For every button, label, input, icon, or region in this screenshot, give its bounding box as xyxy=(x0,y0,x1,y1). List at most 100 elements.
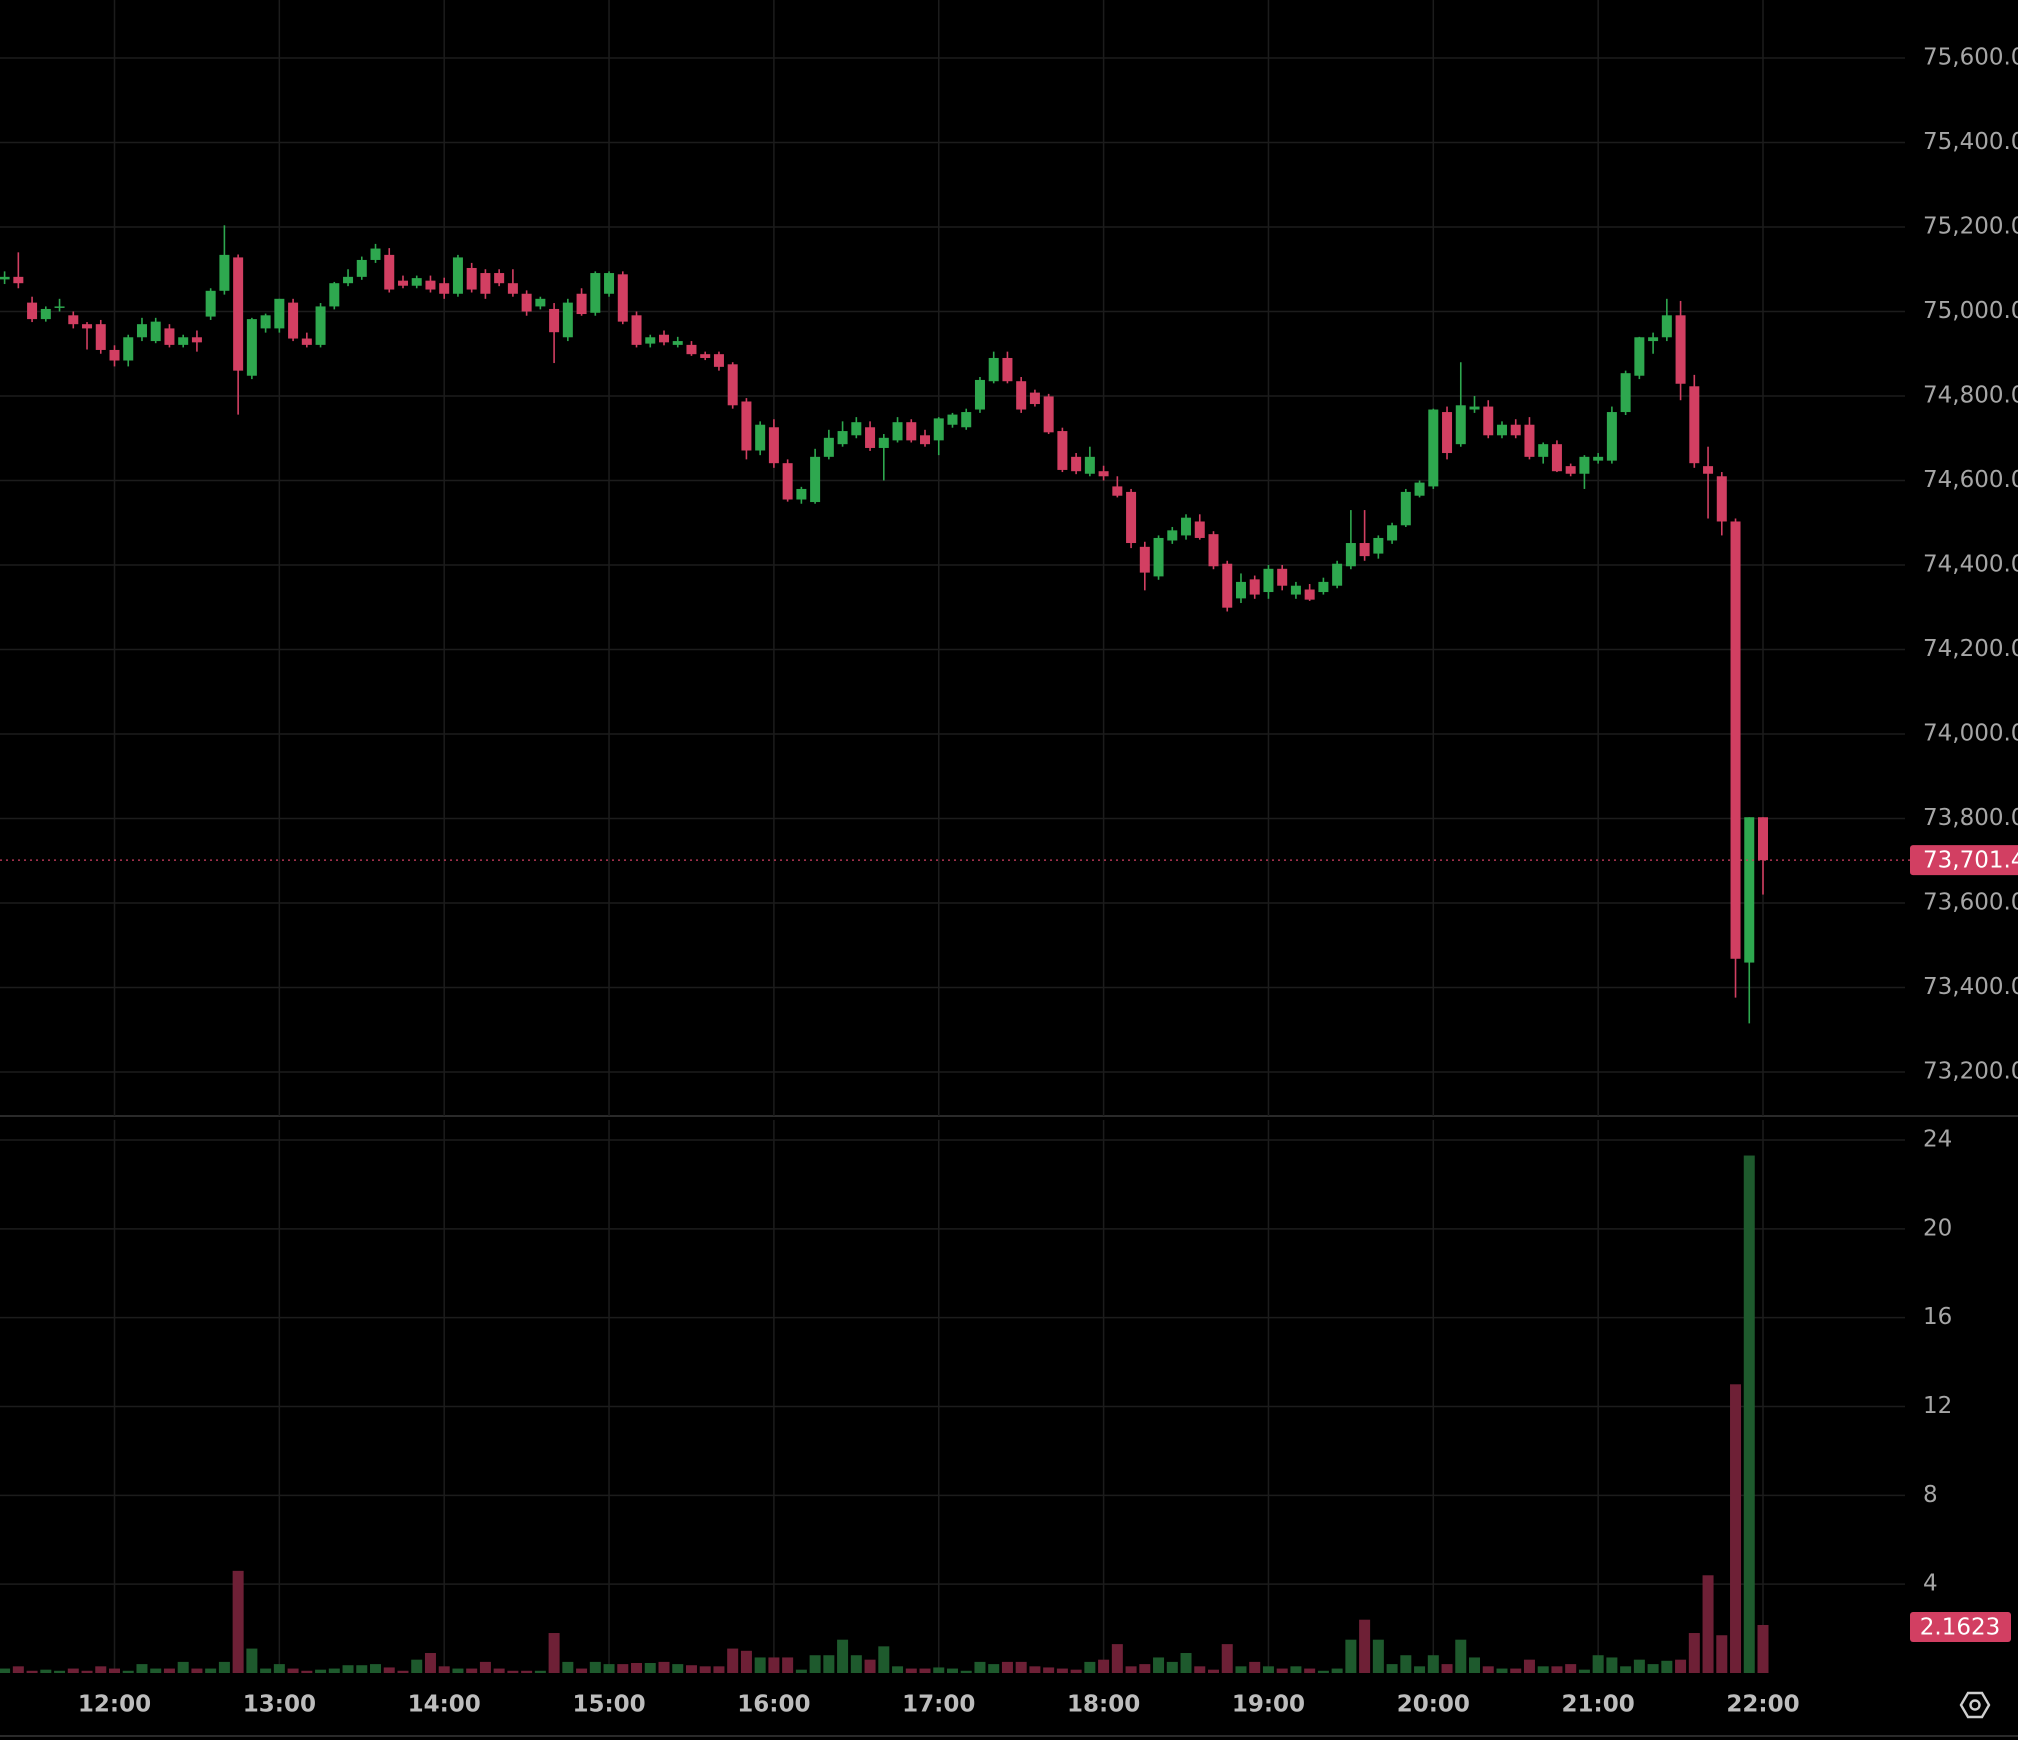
candle-body xyxy=(1538,444,1549,457)
candle-body xyxy=(1098,471,1109,477)
volume-bar xyxy=(1098,1659,1110,1673)
candle-body xyxy=(659,334,669,343)
candle-body xyxy=(741,401,752,451)
candle-body xyxy=(686,344,697,355)
settings-hexagon[interactable] xyxy=(1959,1691,1991,1719)
volume-bar xyxy=(1125,1666,1137,1673)
x-tick-label: 14:00 xyxy=(408,1692,481,1718)
volume-bar xyxy=(823,1655,835,1673)
y-tick-label: 73,800.0 xyxy=(1923,805,2018,831)
candle-body xyxy=(109,349,120,361)
candle-body xyxy=(384,254,395,290)
volume-bar xyxy=(1070,1669,1082,1673)
volume-bar xyxy=(1029,1666,1041,1673)
volume-bar xyxy=(12,1666,24,1673)
candle-body xyxy=(68,315,79,325)
candle-body xyxy=(1167,530,1178,541)
volume-bar xyxy=(809,1655,821,1673)
volume-bar xyxy=(438,1666,450,1673)
volume-bar xyxy=(576,1668,588,1673)
settings-icon[interactable] xyxy=(1959,1691,1991,1719)
candle-body xyxy=(1304,589,1315,600)
volume-bar xyxy=(1455,1639,1467,1673)
volume-bar xyxy=(507,1670,519,1673)
volume-bar xyxy=(466,1668,478,1673)
volume-bar xyxy=(260,1668,272,1673)
volume-bar xyxy=(1056,1668,1068,1673)
volume-bar xyxy=(850,1655,862,1673)
volume-bar xyxy=(1523,1659,1535,1673)
volume-bar xyxy=(1633,1659,1645,1673)
candle-body xyxy=(1112,486,1123,496)
volume-bar xyxy=(136,1664,148,1673)
volume-bar xyxy=(1153,1657,1165,1673)
volume-bar xyxy=(1276,1668,1288,1673)
volume-bar xyxy=(960,1670,972,1673)
candle-body xyxy=(411,278,422,286)
volume-bar xyxy=(1386,1664,1398,1673)
candle-body xyxy=(906,422,917,441)
candle-body xyxy=(315,306,326,345)
candle-body xyxy=(370,248,381,260)
volume-bar xyxy=(1606,1657,1618,1673)
last-volume-box xyxy=(1910,1612,2011,1642)
volume-bar xyxy=(685,1665,697,1673)
candle-body xyxy=(1181,517,1192,536)
volume-bar xyxy=(1551,1666,1563,1673)
volume-bar xyxy=(672,1664,684,1673)
volume-bar xyxy=(644,1663,656,1673)
volume-bar xyxy=(1208,1669,1219,1673)
volume-bar xyxy=(1578,1669,1590,1673)
candle-body xyxy=(1648,337,1659,342)
candle-body xyxy=(1029,392,1040,405)
candle-body xyxy=(1606,412,1617,461)
volume-bar xyxy=(1180,1653,1192,1673)
last-volume-label: 2.1623 xyxy=(1920,1615,2000,1641)
candle-body xyxy=(1126,491,1137,544)
volume-bar xyxy=(1661,1660,1673,1673)
volume-bar xyxy=(617,1664,629,1673)
settings-center[interactable] xyxy=(1969,1699,1981,1711)
candle-body xyxy=(974,379,985,410)
volume-bar xyxy=(1139,1664,1151,1673)
candle-body xyxy=(549,308,560,333)
volume-bar xyxy=(411,1659,423,1673)
volume-bar xyxy=(562,1661,574,1673)
candle-body xyxy=(1359,543,1370,557)
x-tick-label: 12:00 xyxy=(78,1692,151,1718)
volume-bar xyxy=(163,1668,175,1673)
candle-body xyxy=(782,463,793,500)
volume-bar xyxy=(150,1668,162,1673)
candle-body xyxy=(810,456,821,503)
volume-bar xyxy=(342,1665,354,1673)
volume-bar xyxy=(1469,1657,1481,1673)
volume-bar xyxy=(919,1668,931,1673)
y-tick-label: 73,200.0 xyxy=(1923,1059,2018,1085)
x-tick-label: 13:00 xyxy=(243,1692,316,1718)
y-tick-label: 73,600.0 xyxy=(1923,890,2018,916)
candle-body xyxy=(1414,482,1425,496)
volume-bar xyxy=(727,1648,739,1673)
y-tick-label: 73,400.0 xyxy=(1923,974,2018,1000)
candle-body xyxy=(425,280,436,290)
volume-bar xyxy=(631,1663,643,1673)
x-tick-label: 21:00 xyxy=(1562,1692,1635,1718)
candle-body xyxy=(54,306,65,308)
volume-bar xyxy=(713,1666,725,1673)
volume-bar xyxy=(1262,1666,1274,1673)
candle-body xyxy=(1524,424,1535,457)
y-tick-label: 75,200.0 xyxy=(1923,214,2018,240)
candle-body xyxy=(1387,525,1398,541)
candle-body xyxy=(1318,581,1329,593)
candle-body xyxy=(191,337,202,343)
volume-bar xyxy=(892,1666,904,1673)
candle-body xyxy=(1139,546,1150,573)
volume-bar xyxy=(1730,1384,1742,1673)
volume-bar xyxy=(589,1661,601,1673)
volume-bar xyxy=(1372,1639,1384,1673)
candle-body xyxy=(356,259,367,277)
candle-body xyxy=(961,412,972,428)
candle-body xyxy=(1483,406,1494,436)
